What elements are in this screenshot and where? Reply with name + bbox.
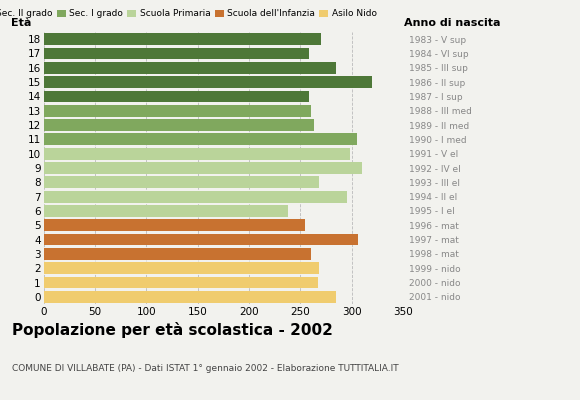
Text: Anno di nascita: Anno di nascita — [404, 18, 501, 28]
Bar — [44, 291, 336, 303]
Text: Età: Età — [11, 18, 31, 28]
Bar — [44, 262, 319, 274]
Bar — [44, 176, 319, 188]
Bar — [44, 62, 336, 74]
Bar — [44, 277, 318, 288]
Bar — [44, 248, 311, 260]
Bar — [44, 162, 362, 174]
Legend: Sec. II grado, Sec. I grado, Scuola Primaria, Scuola dell'Infanzia, Asilo Nido: Sec. II grado, Sec. I grado, Scuola Prim… — [0, 6, 380, 22]
Bar — [44, 90, 309, 102]
Bar — [44, 191, 347, 202]
Bar — [44, 76, 372, 88]
Bar — [44, 148, 350, 160]
Bar — [44, 48, 309, 59]
Bar — [44, 234, 358, 246]
Bar — [44, 205, 288, 217]
Bar — [44, 119, 314, 131]
Bar — [44, 219, 306, 231]
Bar — [44, 134, 357, 145]
Bar — [44, 33, 321, 45]
Bar — [44, 105, 311, 117]
Text: Popolazione per età scolastica - 2002: Popolazione per età scolastica - 2002 — [12, 322, 332, 338]
Text: COMUNE DI VILLABATE (PA) - Dati ISTAT 1° gennaio 2002 - Elaborazione TUTTITALIA.: COMUNE DI VILLABATE (PA) - Dati ISTAT 1°… — [12, 364, 398, 373]
